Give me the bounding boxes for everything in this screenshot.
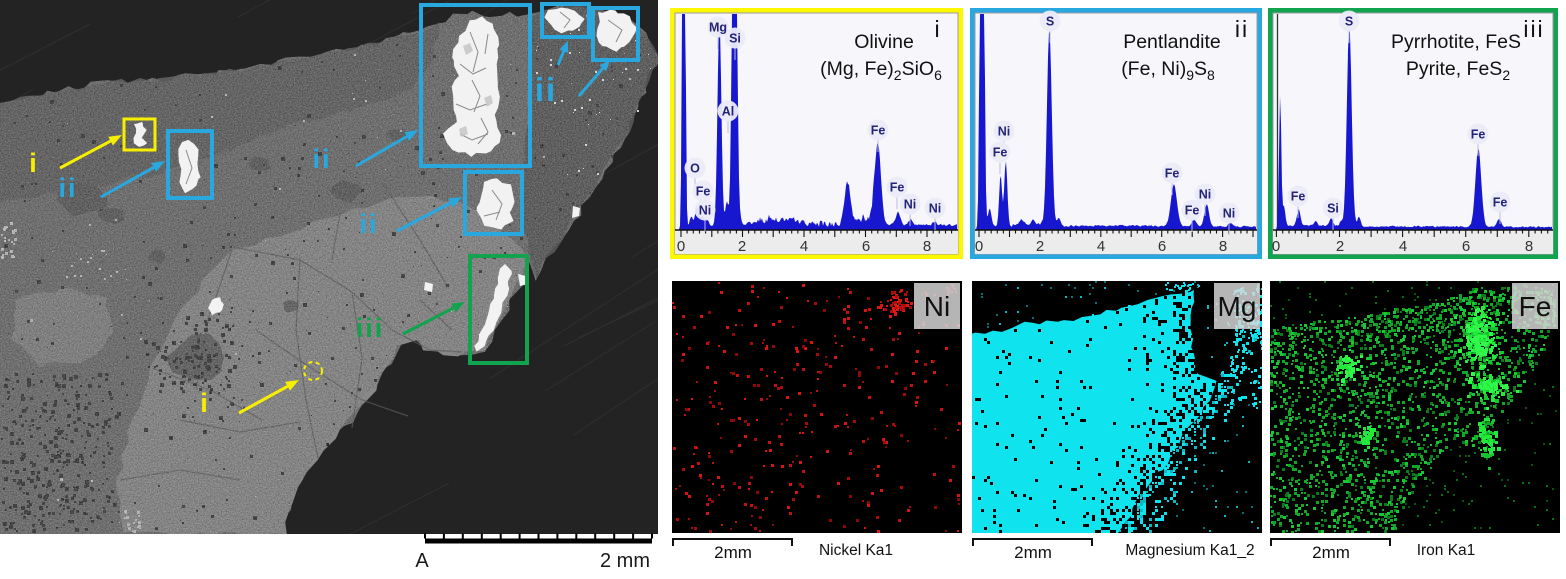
svg-text:O: O (690, 162, 700, 176)
svg-text:2: 2 (1036, 238, 1044, 255)
svg-text:8: 8 (1525, 238, 1533, 255)
svg-text:Fe: Fe (1291, 190, 1306, 204)
svg-text:Ni: Ni (998, 125, 1011, 139)
svg-text:Fe: Fe (871, 124, 886, 138)
svg-text:Pyrrhotite, FeS: Pyrrhotite, FeS (1391, 31, 1521, 53)
svg-text:Si: Si (729, 32, 741, 46)
svg-text:Ni: Ni (1223, 207, 1236, 221)
svg-text:Fe: Fe (696, 185, 711, 199)
svg-text:8: 8 (1219, 238, 1227, 255)
svg-text:2mm: 2mm (1014, 543, 1052, 562)
svg-text:6: 6 (1158, 238, 1166, 255)
svg-text:4: 4 (1097, 238, 1105, 255)
svg-text:Nickel Ka1: Nickel Ka1 (819, 542, 893, 559)
svg-text:i: i (934, 16, 941, 42)
svg-text:Magnesium Ka1_2: Magnesium Ka1_2 (1125, 542, 1254, 559)
svg-text:6: 6 (862, 238, 870, 255)
svg-text:S: S (1046, 15, 1054, 29)
svg-text:Ni: Ni (929, 202, 942, 216)
svg-text:Ni: Ni (904, 198, 917, 212)
svg-text:Fe: Fe (1519, 291, 1552, 322)
svg-text:2mm: 2mm (714, 543, 752, 562)
svg-text:ii: ii (1235, 16, 1249, 42)
svg-text:Pentlandite: Pentlandite (1123, 31, 1221, 53)
svg-text:Fe: Fe (1471, 128, 1486, 142)
svg-text:iii: iii (1523, 16, 1544, 42)
svg-text:Ni: Ni (924, 291, 950, 322)
svg-text:A: A (415, 550, 429, 572)
svg-text:Ni: Ni (1199, 188, 1212, 202)
svg-text:Olivine: Olivine (854, 31, 914, 53)
svg-text:4: 4 (800, 238, 808, 255)
svg-text:ii: ii (535, 71, 557, 108)
svg-text:(Mg, Fe)2SiO6: (Mg, Fe)2SiO6 (820, 58, 942, 83)
svg-text:Ni: Ni (699, 204, 712, 218)
svg-text:iii: iii (356, 313, 385, 343)
svg-text:ii: ii (359, 209, 378, 239)
svg-text:2mm: 2mm (1312, 543, 1350, 562)
svg-text:i: i (29, 148, 39, 178)
svg-text:2 mm: 2 mm (600, 550, 650, 572)
svg-text:Fe: Fe (1165, 167, 1180, 181)
svg-text:Mg: Mg (709, 21, 727, 35)
svg-text:0: 0 (1272, 238, 1280, 255)
svg-text:Iron Ka1: Iron Ka1 (1417, 542, 1476, 559)
svg-text:0: 0 (677, 238, 685, 255)
svg-text:i: i (200, 388, 210, 418)
svg-text:Fe: Fe (1185, 204, 1200, 218)
svg-text:(Fe, Ni)9S8: (Fe, Ni)9S8 (1121, 58, 1215, 83)
svg-text:Fe: Fe (993, 146, 1008, 160)
svg-text:0: 0 (975, 238, 983, 255)
svg-text:6: 6 (1462, 238, 1470, 255)
svg-text:Pyrite, FeS2: Pyrite, FeS2 (1406, 58, 1510, 83)
svg-text:Fe: Fe (1493, 196, 1508, 210)
svg-text:ii: ii (58, 173, 77, 203)
svg-text:8: 8 (923, 238, 931, 255)
svg-text:4: 4 (1399, 238, 1407, 255)
svg-text:Al: Al (722, 105, 735, 119)
svg-text:Mg: Mg (1218, 291, 1257, 322)
svg-text:ii: ii (312, 144, 331, 174)
svg-text:Si: Si (1327, 202, 1339, 216)
svg-text:2: 2 (1336, 238, 1344, 255)
svg-text:Fe: Fe (890, 181, 905, 195)
svg-text:S: S (1345, 15, 1353, 29)
svg-text:2: 2 (738, 238, 746, 255)
